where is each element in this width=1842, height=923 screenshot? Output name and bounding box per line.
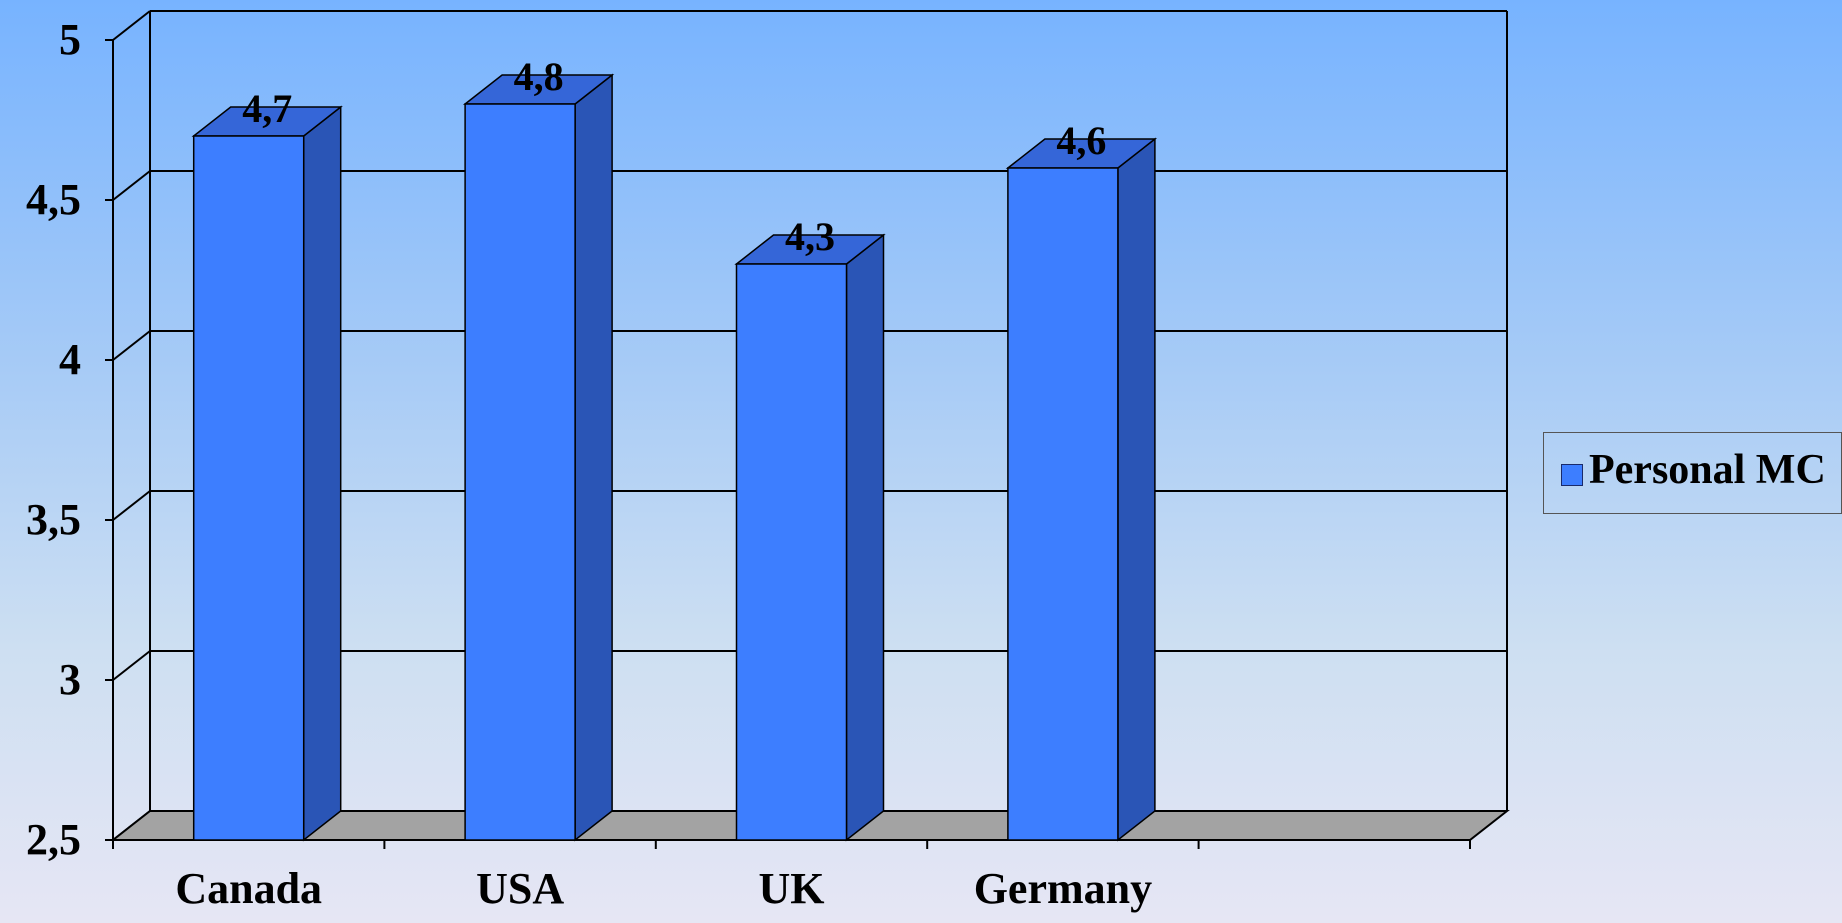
bar-0 <box>192 135 305 841</box>
data-label-3: 4,6 <box>1056 118 1106 163</box>
side-wall-diagonal-3 <box>112 330 151 361</box>
bar-side-3 <box>1117 137 1156 842</box>
side-wall-diagonal-2 <box>112 490 151 521</box>
bar-2 <box>735 263 848 841</box>
bar-3 <box>1007 167 1119 841</box>
bar-side-2 <box>845 233 885 842</box>
legend-label: Personal MC <box>1589 447 1826 493</box>
x-category-label-2: UK <box>759 864 825 913</box>
chart-legend: Personal MC <box>1543 432 1842 514</box>
x-category-label-0: Canada <box>175 864 322 913</box>
bar-1 <box>464 103 576 841</box>
data-label-0: 4,7 <box>242 86 292 131</box>
data-label-1: 4,8 <box>514 54 564 99</box>
y-tick-label-2: 3,5 <box>26 495 81 544</box>
x-category-label-3: Germany <box>974 864 1152 913</box>
side-wall-diagonal-1 <box>112 650 151 681</box>
bar-side-0 <box>302 105 342 842</box>
legend-swatch-personal-mc <box>1561 464 1583 486</box>
x-category-label-1: USA <box>476 864 564 913</box>
side-wall-diagonal-4 <box>112 170 151 201</box>
y-tick-label-1: 3 <box>59 655 81 704</box>
side-wall-diagonal-5 <box>112 10 151 41</box>
y-tick-label-3: 4 <box>59 335 81 384</box>
data-label-2: 4,3 <box>785 214 835 259</box>
y-tick-label-0: 2,5 <box>26 815 81 864</box>
y-tick-label-4: 4,5 <box>26 175 81 224</box>
y-tick-label-5: 5 <box>59 15 81 64</box>
bar-side-1 <box>574 73 613 842</box>
